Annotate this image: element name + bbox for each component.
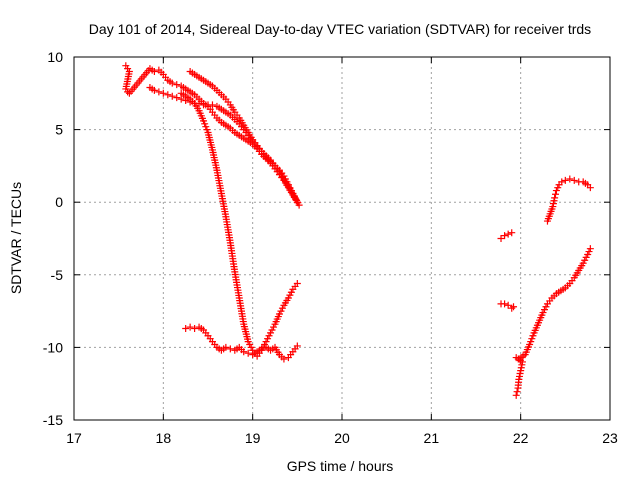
x-tick-label: 20 [334,430,350,446]
data-point [240,348,248,356]
data-point [561,176,569,184]
data-point [552,190,560,198]
data-points [122,62,594,399]
data-point [168,92,176,100]
data-point [186,323,194,331]
x-tick-label: 19 [245,430,261,446]
x-tick-label: 22 [513,430,529,446]
data-point [504,230,512,238]
data-point [504,301,512,309]
data-point [168,79,176,87]
x-axis-label: GPS time / hours [287,458,394,474]
data-point [501,300,509,308]
data-point [226,345,234,353]
data-point [258,345,266,353]
data-point [570,176,578,184]
data-point [173,81,181,89]
data-point [586,245,594,253]
data-point [173,94,181,102]
x-tick-label: 23 [602,430,618,446]
data-point [150,86,158,94]
data-point [558,178,566,186]
data-point [513,388,521,396]
data-point [501,232,509,240]
data-point [508,229,516,237]
data-point [293,342,301,350]
chart-title: Day 101 of 2014, Sidereal Day-to-day VTE… [89,21,591,37]
data-point [510,303,518,311]
x-tick-label: 21 [424,430,440,446]
y-tick-label: -5 [51,267,64,283]
data-point [244,349,252,357]
data-point [295,201,303,209]
data-point [293,280,301,288]
grid-lines [74,57,610,420]
data-point [586,184,594,192]
data-point [512,391,520,399]
data-point [155,88,163,96]
y-tick-label: 10 [47,49,63,65]
data-point [182,325,190,333]
data-point [191,325,199,333]
data-point [150,68,158,76]
data-point [551,194,559,202]
y-tick-label: 5 [55,122,63,138]
data-point [208,101,216,109]
data-point [280,355,288,363]
data-point [566,175,574,183]
x-tick-label: 17 [66,430,82,446]
x-tick-label: 18 [156,430,172,446]
y-tick-label: -15 [43,412,63,428]
axis-ticks: 17 18 19 20 21 22 23 -15 -10 -5 0 5 10 [43,49,618,446]
data-point [222,343,230,351]
data-point [159,89,167,97]
y-tick-label: -10 [43,339,63,355]
y-axis-label: SDTVAR / TECUs [8,182,24,294]
data-point [164,91,172,99]
y-tick-label: 0 [55,194,63,210]
data-point [497,235,505,242]
